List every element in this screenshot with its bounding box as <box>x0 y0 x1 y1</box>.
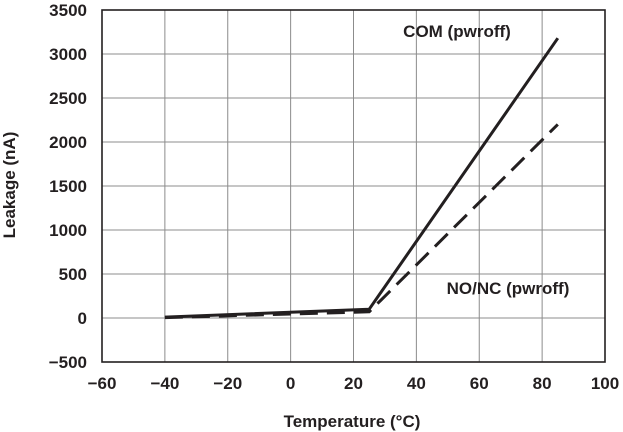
y-axis-title: Leakage (nA) <box>0 132 19 239</box>
gridlines <box>102 10 605 362</box>
x-tick-label: −60 <box>88 374 117 393</box>
plot-area-frame <box>101 9 606 363</box>
x-axis-title: Temperature (°C) <box>284 412 421 431</box>
x-axis-ticks: −60 −40 −20 0 20 40 60 80 100 <box>88 374 620 393</box>
y-tick-label: −500 <box>49 353 87 372</box>
com-pwroff-annotation: COM (pwroff) <box>403 22 511 41</box>
x-tick-label: 40 <box>407 374 426 393</box>
x-tick-label: 0 <box>286 374 295 393</box>
y-tick-label: 3500 <box>49 1 87 20</box>
y-tick-label: 0 <box>78 309 87 328</box>
no-nc-pwroff-annotation: NO/NC (pwroff) <box>447 279 570 298</box>
y-axis-ticks: −500 0 500 1000 1500 2000 2500 3000 3500 <box>49 1 87 372</box>
y-tick-label: 2500 <box>49 89 87 108</box>
x-tick-label: 60 <box>470 374 489 393</box>
y-tick-label: 1500 <box>49 177 87 196</box>
y-tick-label: 2000 <box>49 133 87 152</box>
no-nc-pwroff-series-line <box>164 123 559 320</box>
series-lines <box>164 37 560 320</box>
series-annotations: COM (pwroff) NO/NC (pwroff) <box>403 22 569 298</box>
x-tick-label: 100 <box>591 374 619 393</box>
x-tick-label: −40 <box>150 374 179 393</box>
y-tick-label: 1000 <box>49 221 87 240</box>
y-tick-label: 3000 <box>49 45 87 64</box>
x-tick-label: 80 <box>533 374 552 393</box>
x-tick-label: −20 <box>213 374 242 393</box>
com-pwroff-series-line <box>164 37 560 319</box>
y-tick-label: 500 <box>59 265 87 284</box>
x-tick-label: 20 <box>344 374 363 393</box>
